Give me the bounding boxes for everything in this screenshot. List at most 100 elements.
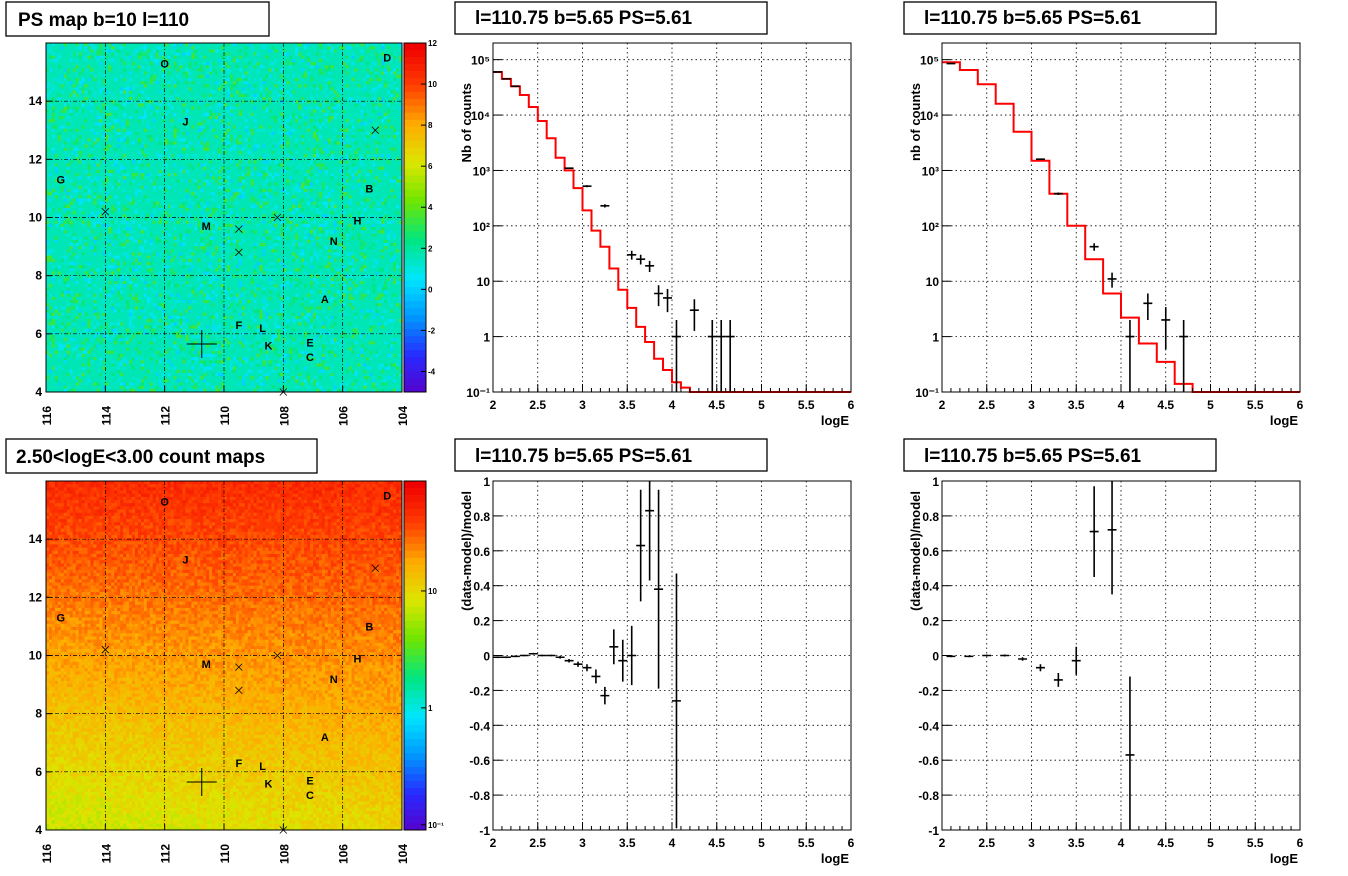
- colorbar-band: [404, 774, 426, 782]
- colorbar-band: [404, 133, 426, 142]
- x-axis-label: logE: [1270, 851, 1298, 866]
- x-tick-label: 5: [758, 398, 765, 412]
- source-label-E: E: [306, 338, 313, 350]
- colorbar-band: [404, 634, 426, 642]
- plot-frame: [941, 480, 1301, 831]
- source-label-N: N: [330, 674, 338, 686]
- colorbar-band: [404, 343, 426, 351]
- source-cross-marker: [371, 126, 380, 135]
- residual-point: [1107, 481, 1117, 595]
- colorbar-band: [404, 49, 426, 58]
- data-point: [1035, 158, 1045, 160]
- x-tick-label: 4.5: [708, 836, 725, 850]
- x-tick-label: 4.5: [1157, 836, 1174, 850]
- y-tick-label: -0.2: [918, 684, 939, 698]
- colorbar-band: [404, 126, 426, 135]
- res2-title: l=110.75 b=5.65 PS=5.61: [924, 446, 1142, 467]
- y-tick-label: -0.4: [469, 719, 490, 733]
- source-label-B: B: [365, 183, 373, 195]
- colorbar: 10 1 10⁻¹: [403, 480, 444, 831]
- colorbar-band: [404, 795, 426, 803]
- colorbar-band: [404, 494, 426, 503]
- map1-title-box: PS map b=10 l=110: [5, 1, 270, 37]
- data-point: [1143, 293, 1153, 320]
- y-tick-label: 0.8: [473, 510, 490, 524]
- map2-title: 2.50<logE<3.00 count maps: [16, 447, 265, 468]
- x-tick-label: 5: [758, 836, 765, 850]
- data-point: [654, 285, 664, 307]
- colorbar-band: [404, 182, 426, 190]
- x-tick-label: 112: [159, 406, 173, 426]
- x-tick-label: 6: [848, 836, 855, 850]
- colorbar-band: [404, 753, 426, 761]
- colorbar-band: [404, 168, 426, 177]
- spec1-title: l=110.75 b=5.65 PS=5.61: [475, 8, 693, 29]
- colorbar-band: [404, 655, 426, 663]
- colorbar-band: [404, 252, 426, 260]
- colorbar-band: [404, 669, 426, 677]
- x-tick-label: 110: [218, 844, 232, 864]
- colorbar-band: [404, 231, 426, 239]
- y-tick-label: 4: [35, 385, 42, 399]
- y-tick-label: -0.6: [469, 754, 490, 768]
- colorbar-band: [404, 816, 426, 824]
- source-label-O: O: [160, 58, 169, 70]
- colorbar-tick-label: 10: [428, 80, 437, 89]
- colorbar: 12 10 8 6 4 2 0 -2 -4: [403, 39, 437, 393]
- residual-point: [636, 489, 646, 602]
- colorbar-band: [404, 620, 426, 628]
- source-label-F: F: [235, 320, 242, 332]
- x-tick-label: 5.5: [1247, 398, 1264, 412]
- source-label-H: H: [354, 215, 362, 227]
- data-point: [1107, 272, 1117, 288]
- colorbar-band: [404, 98, 426, 107]
- colorbar-band: [404, 739, 426, 747]
- colorbar-band: [404, 287, 426, 295]
- x-tick-label: 5.5: [798, 836, 815, 850]
- colorbar-band: [404, 809, 426, 817]
- res1-title-box: l=110.75 b=5.65 PS=5.61: [454, 438, 768, 472]
- data-point: [636, 254, 646, 265]
- res2-title-box: l=110.75 b=5.65 PS=5.61: [903, 438, 1217, 472]
- x-tick-label: 104: [396, 406, 410, 426]
- x-tick-label: 5: [1207, 398, 1214, 412]
- spectrum-panel-2: 2 2.5 3 3.5 4 4.5 5 5.5 6 10⁻¹ 1 10 10² 10³ 10⁴ 10⁵ logE…: [908, 42, 1304, 428]
- y-tick-label: 10²: [473, 220, 490, 234]
- colorbar-band: [404, 697, 426, 705]
- colorbar-band: [404, 336, 426, 344]
- colorbar-band: [404, 592, 426, 601]
- colorbar-band: [404, 690, 426, 698]
- source-label-O: O: [160, 496, 169, 508]
- y-tick-label: 0.6: [473, 545, 490, 559]
- colorbar-band: [404, 613, 426, 621]
- data-point: [1161, 307, 1171, 350]
- y-tick-label: -0.8: [918, 789, 939, 803]
- colorbar-band: [404, 105, 426, 114]
- y-tick-label: 0: [932, 650, 939, 664]
- colorbar-band: [404, 112, 426, 121]
- colorbar-band: [404, 711, 426, 719]
- source-label-M: M: [202, 221, 211, 233]
- x-tick-label: 108: [277, 406, 291, 426]
- colorbar-band: [404, 119, 426, 128]
- residual-point: [645, 481, 655, 581]
- data-point: [1053, 192, 1063, 195]
- colorbar-band: [404, 322, 426, 330]
- residual-point: [564, 658, 574, 663]
- y-tick-label: 0.2: [473, 615, 490, 629]
- source-label-L: L: [259, 323, 266, 335]
- source-label-K: K: [265, 340, 273, 352]
- colorbar-tick-label: 10: [428, 587, 437, 596]
- colorbar-tick-label: 12: [428, 39, 437, 48]
- source-label-C: C: [306, 790, 314, 802]
- x-tick-label: 3: [579, 836, 586, 850]
- data-point: [725, 319, 735, 392]
- source-cross-marker: [101, 207, 110, 216]
- plot-frame: [492, 42, 852, 393]
- y-tick-label: 6: [35, 327, 42, 341]
- data-point: [600, 204, 610, 208]
- residual-point: [609, 629, 619, 665]
- y-tick-label: 12: [29, 590, 43, 604]
- colorbar-band: [404, 662, 426, 670]
